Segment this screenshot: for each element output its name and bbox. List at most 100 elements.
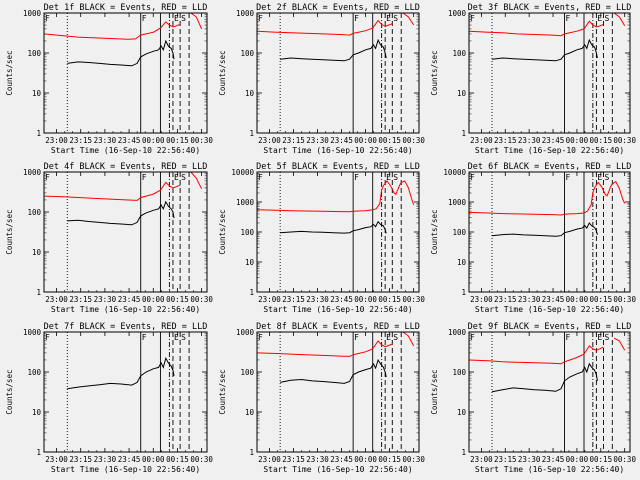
- y-tick-label: 10: [32, 408, 42, 417]
- y-tick-label: 10000: [443, 168, 466, 177]
- panel-title: Det 5f BLACK = Events, RED = LLD: [256, 162, 420, 172]
- series-line-1: [469, 180, 626, 216]
- event-label: E: [597, 173, 602, 182]
- y-tick-label: 10: [245, 408, 255, 417]
- chart-panel-8: Det 8f BLACK = Events, RED = LLD Counts/s…: [218, 322, 425, 474]
- panel-title: Det 2f BLACK = Events, RED = LLD: [256, 3, 420, 13]
- x-tick-label: 00:15: [590, 455, 613, 464]
- y-tick-label: 100: [452, 368, 466, 377]
- series-line-1: [469, 345, 604, 365]
- y-axis-label: Counts/sec: [5, 50, 14, 95]
- y-axis-label: Counts/sec: [5, 209, 14, 254]
- event-label: F: [354, 173, 359, 182]
- event-label: S: [604, 14, 609, 23]
- x-axis-label: Start Time (16-Sep-10 22:56:40): [51, 305, 200, 314]
- chart-panel-2: Det 2f BLACK = Events, RED = LLD Counts/s…: [218, 3, 425, 155]
- y-axis-label: Counts/sec: [218, 209, 227, 254]
- x-tick-label: 00:30: [402, 455, 425, 464]
- x-tick-label: 00:15: [166, 136, 189, 145]
- plot-frame: [256, 331, 420, 453]
- series-line-3: [491, 38, 598, 62]
- x-tick-label: 23:45: [542, 295, 565, 304]
- x-axis-label: Start Time (16-Sep-10 22:56:40): [475, 465, 624, 474]
- chart-panel-5: Det 5f BLACK = Events, RED = LLD Counts/s…: [218, 162, 425, 314]
- event-label: F: [142, 173, 147, 182]
- panel-title: Det 6f BLACK = Events, RED = LLD: [468, 162, 632, 172]
- x-tick-label: 23:15: [494, 136, 517, 145]
- x-tick-label: 23:00: [258, 295, 281, 304]
- series-line-3: [67, 39, 175, 67]
- series-line-1: [469, 20, 604, 37]
- y-tick-label: 1: [249, 129, 254, 138]
- x-tick-label: 00:00: [566, 136, 589, 145]
- event-label: E: [386, 14, 391, 23]
- series-line-2: [190, 13, 203, 30]
- y-tick-label: 1000: [23, 328, 42, 337]
- x-tick-label: 00:15: [590, 295, 613, 304]
- x-tick-label: 00:00: [142, 455, 165, 464]
- y-tick-label: 100: [240, 368, 254, 377]
- x-tick-label: 23:00: [45, 295, 68, 304]
- panel-title: Det 4f BLACK = Events, RED = LLD: [44, 162, 208, 172]
- y-axis-label: Counts/sec: [218, 369, 227, 414]
- x-tick-label: 00:00: [566, 455, 589, 464]
- event-label: F: [142, 14, 147, 23]
- event-label: E: [386, 173, 391, 182]
- event-label: S: [604, 333, 609, 342]
- x-tick-label: 23:00: [470, 455, 493, 464]
- event-label: F: [258, 333, 263, 342]
- x-tick-label: 23:15: [282, 136, 305, 145]
- event-label: F: [258, 173, 263, 182]
- y-tick-label: 10: [32, 248, 42, 257]
- x-axis-label: Start Time (16-Sep-10 22:56:40): [51, 465, 200, 474]
- x-tick-label: 00:30: [190, 295, 213, 304]
- x-axis-label: Start Time (16-Sep-10 22:56:40): [263, 305, 412, 314]
- y-tick-label: 10000: [231, 168, 254, 177]
- x-tick-label: 23:30: [306, 295, 329, 304]
- series-line-1: [44, 21, 181, 40]
- event-label: S: [393, 14, 398, 23]
- series-line-3: [280, 38, 387, 62]
- series-line-2: [190, 172, 203, 190]
- x-tick-label: 00:30: [613, 295, 636, 304]
- event-label: F: [470, 173, 475, 182]
- event-label: E: [174, 333, 179, 342]
- event-label: S: [604, 173, 609, 182]
- x-tick-label: 00:00: [354, 295, 377, 304]
- y-tick-label: 100: [452, 49, 466, 58]
- y-tick-label: 100: [452, 228, 466, 237]
- y-tick-label: 10: [457, 258, 467, 267]
- panel-title: Det 1f BLACK = Events, RED = LLD: [44, 3, 208, 13]
- x-tick-label: 23:30: [94, 455, 117, 464]
- x-tick-label: 00:15: [378, 295, 401, 304]
- series-line-3: [491, 362, 598, 393]
- event-label: F: [566, 173, 571, 182]
- series-line-1: [257, 19, 393, 36]
- event-label: F: [566, 14, 571, 23]
- y-tick-label: 100: [240, 228, 254, 237]
- y-tick-label: 1: [461, 288, 466, 297]
- x-tick-label: 23:00: [470, 136, 493, 145]
- x-axis-label: Start Time (16-Sep-10 22:56:40): [475, 305, 624, 314]
- event-label: F: [258, 14, 263, 23]
- x-tick-label: 00:15: [166, 295, 189, 304]
- x-tick-label: 23:00: [45, 136, 68, 145]
- plot-frame: [43, 171, 208, 293]
- x-axis-label: Start Time (16-Sep-10 22:56:40): [51, 146, 200, 155]
- x-tick-label: 23:15: [282, 455, 305, 464]
- x-tick-label: 00:30: [402, 136, 425, 145]
- chart-panel-6: Det 6f BLACK = Events, RED = LLD Counts/s…: [430, 162, 636, 314]
- x-tick-label: 23:30: [518, 455, 541, 464]
- y-tick-label: 100: [27, 49, 41, 58]
- x-tick-label: 23:15: [69, 136, 92, 145]
- x-tick-label: 23:45: [542, 455, 565, 464]
- x-tick-label: 23:30: [94, 295, 117, 304]
- panel-title: Det 8f BLACK = Events, RED = LLD: [256, 322, 420, 332]
- event-label: E: [174, 14, 179, 23]
- event-label: F: [45, 173, 50, 182]
- y-tick-label: 1000: [23, 168, 42, 177]
- x-tick-label: 23:15: [69, 295, 92, 304]
- series-line-3: [67, 200, 175, 226]
- event-label: S: [181, 14, 186, 23]
- series-line-3: [280, 358, 387, 384]
